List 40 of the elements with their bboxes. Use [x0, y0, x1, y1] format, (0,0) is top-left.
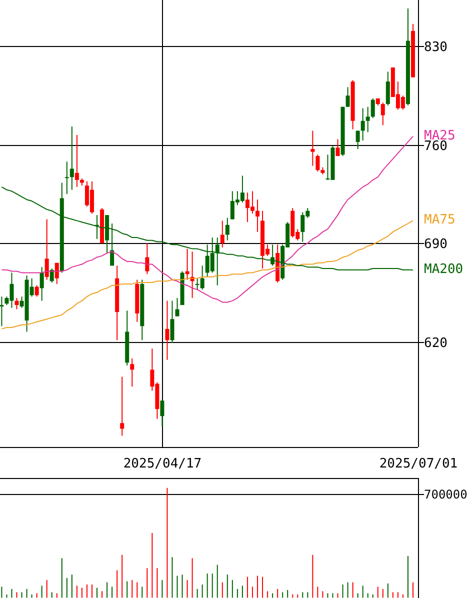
x-tick-label: 2025/04/17: [123, 456, 202, 472]
candlestick: [170, 300, 174, 344]
y-tick-label: 700000: [424, 488, 468, 502]
candlestick: [40, 266, 44, 302]
candlestick: [225, 217, 230, 241]
candlestick: [110, 223, 114, 266]
candlestick: [316, 154, 320, 172]
candlestick: [130, 358, 134, 388]
candlestick: [64, 161, 69, 194]
candlestick: [356, 130, 360, 150]
candlestick: [70, 126, 74, 190]
candlestick: [370, 98, 375, 119]
candlestick: [360, 108, 365, 142]
candlestick: [380, 102, 385, 126]
candlestick: [346, 86, 350, 108]
candlestick: [310, 130, 315, 166]
candlestick: [270, 244, 275, 266]
candlestick: [220, 220, 224, 248]
candlestick: [165, 300, 170, 360]
x-tick-label: 2025/07/01: [379, 456, 458, 472]
line-series: [1, 136, 414, 303]
series-label: MA75: [424, 212, 456, 228]
candlestick: [366, 106, 370, 133]
candlestick: [160, 398, 164, 426]
candlestick: [386, 71, 390, 106]
series-label: MA200: [424, 262, 464, 277]
candlestick: [44, 218, 49, 280]
y-tick-label: 690: [424, 237, 448, 252]
candlestick: [0, 296, 4, 327]
y-tick-label: 830: [424, 40, 448, 56]
candlestick: [145, 242, 150, 275]
line-series: [1, 220, 414, 330]
candlestick: [74, 134, 79, 188]
candlestick: [14, 298, 19, 310]
candlestick: [34, 284, 39, 298]
candlestick: [336, 138, 340, 157]
candlestick: [256, 199, 260, 232]
candlestick: [175, 298, 180, 317]
y-tick-label: 620: [424, 336, 448, 352]
candlestick: [120, 376, 124, 436]
